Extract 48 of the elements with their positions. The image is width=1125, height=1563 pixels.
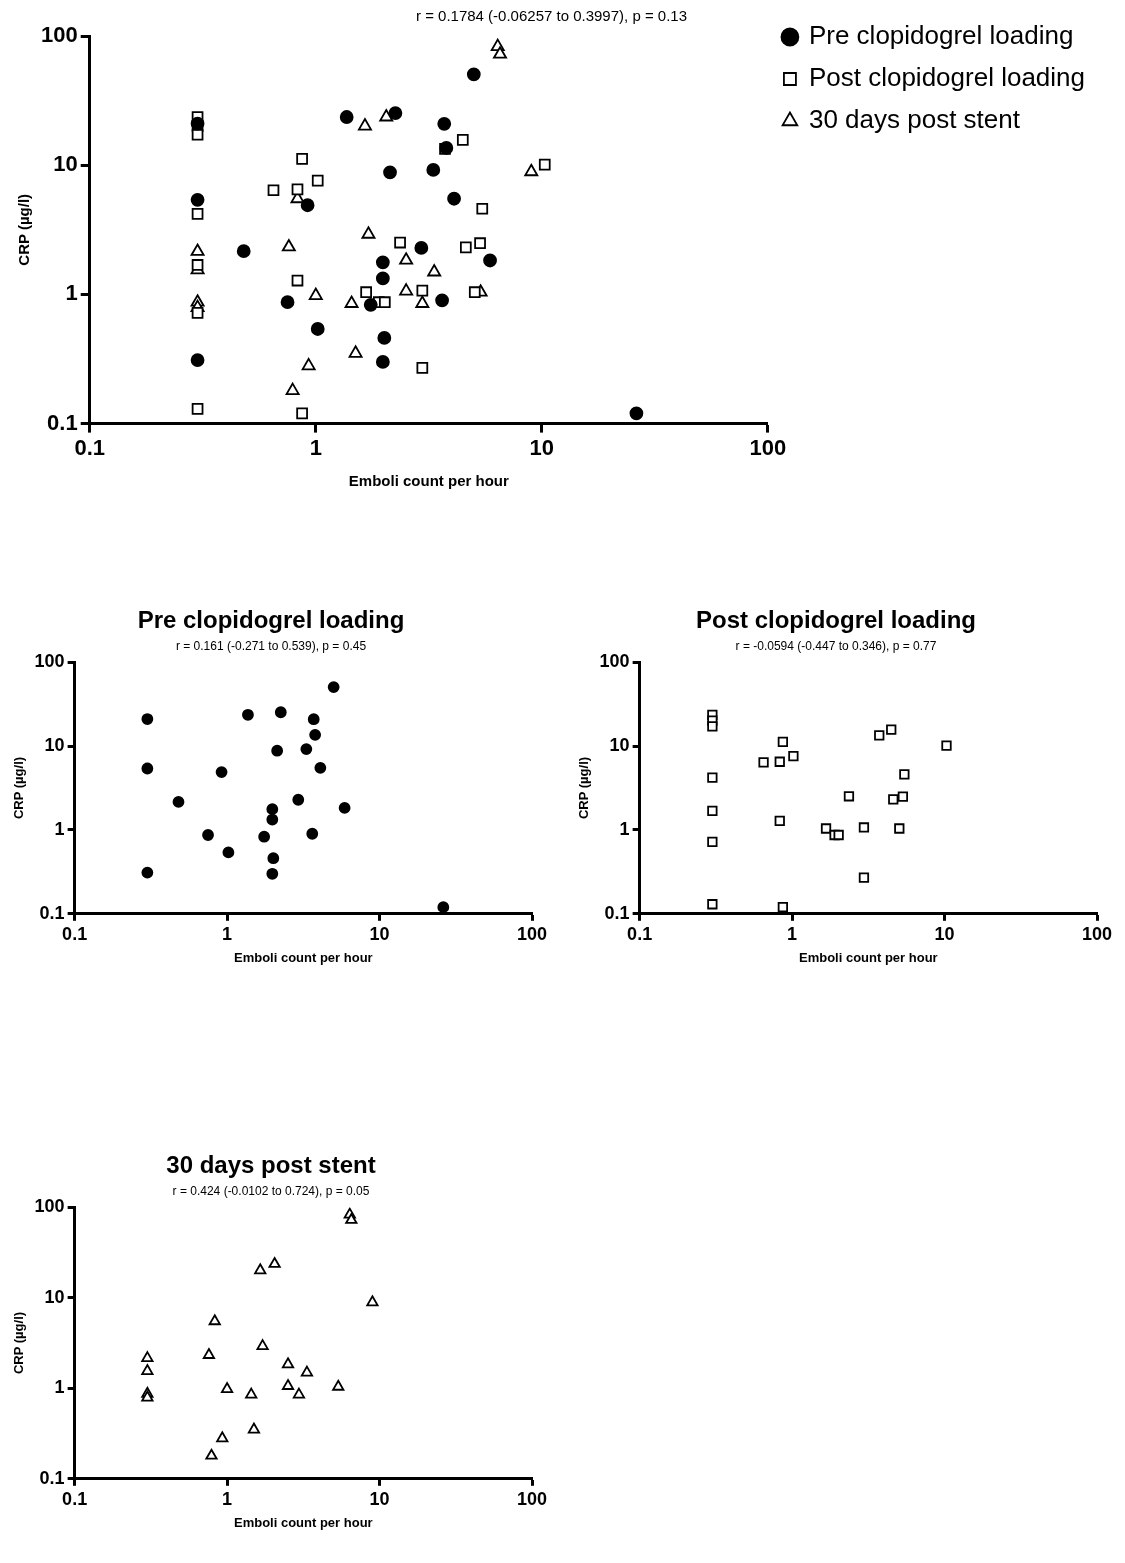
x-tick-label: 100 [749,434,787,460]
y-axis-title: CRP (µg/l) [15,193,33,266]
x-axis-title: Emboli count per hour [233,949,373,965]
chart-title: Pre clopidogrel loading [137,606,405,634]
x-tick-label: 100 [516,923,548,944]
y-tick-label: 100 [40,22,78,48]
chart-subtitle: r = -0.0594 (-0.447 to 0.346), p = 0.77 [735,639,937,654]
chart-subtitle: r = 0.424 (-0.0102 to 0.724), p = 0.05 [172,1184,370,1199]
x-tick-label: 100 [516,1488,548,1509]
y-tick-label: 0.1 [39,1467,65,1488]
y-tick-label: 100 [599,651,630,672]
x-axis-title: Emboli count per hour [348,472,509,490]
chart-title: Post clopidogrel loading [695,606,977,634]
chart-subtitle: r = 0.1784 (-0.06257 to 0.3997), p = 0.13 [415,7,688,25]
y-tick-label: 1 [54,818,65,839]
x-tick-label: 1 [787,923,798,944]
legend-label: Post clopidogrel loading [808,62,1086,93]
legend-label: Pre clopidogrel loading [808,20,1074,51]
y-tick-label: 0.1 [604,902,630,923]
y-tick-label: 100 [34,1196,65,1217]
y-tick-label: 1 [65,280,78,306]
x-tick-label: 1 [222,1488,233,1509]
y-tick-label: 10 [609,735,630,756]
y-tick-label: 10 [44,1286,65,1307]
x-axis-title: Emboli count per hour [798,949,938,965]
y-tick-label: 1 [619,818,630,839]
y-axis-title: CRP (µg/l) [576,756,592,820]
y-tick-label: 0.1 [47,409,78,435]
x-tick-label: 1 [309,434,322,460]
legend-label: 30 days post stent [808,104,1021,135]
x-tick-label: 10 [369,1488,390,1509]
y-tick-label: 10 [44,735,65,756]
chart-title: 30 days post stent [166,1151,376,1179]
y-axis-title: CRP (µg/l) [11,1311,27,1375]
x-tick-label: 0.1 [627,923,653,944]
x-tick-label: 10 [934,923,955,944]
x-tick-label: 10 [369,923,390,944]
chart-subtitle: r = 0.161 (-0.271 to 0.539), p = 0.45 [175,639,367,654]
y-tick-label: 10 [53,151,78,177]
x-axis-title: Emboli count per hour [233,1514,373,1530]
x-tick-label: 1 [222,923,233,944]
x-tick-label: 100 [1081,923,1113,944]
y-tick-label: 100 [34,651,65,672]
x-tick-label: 10 [529,434,555,460]
y-axis-title: CRP (µg/l) [11,756,27,820]
x-tick-label: 0.1 [74,434,105,460]
y-tick-label: 1 [54,1377,65,1398]
y-tick-label: 0.1 [39,902,65,923]
